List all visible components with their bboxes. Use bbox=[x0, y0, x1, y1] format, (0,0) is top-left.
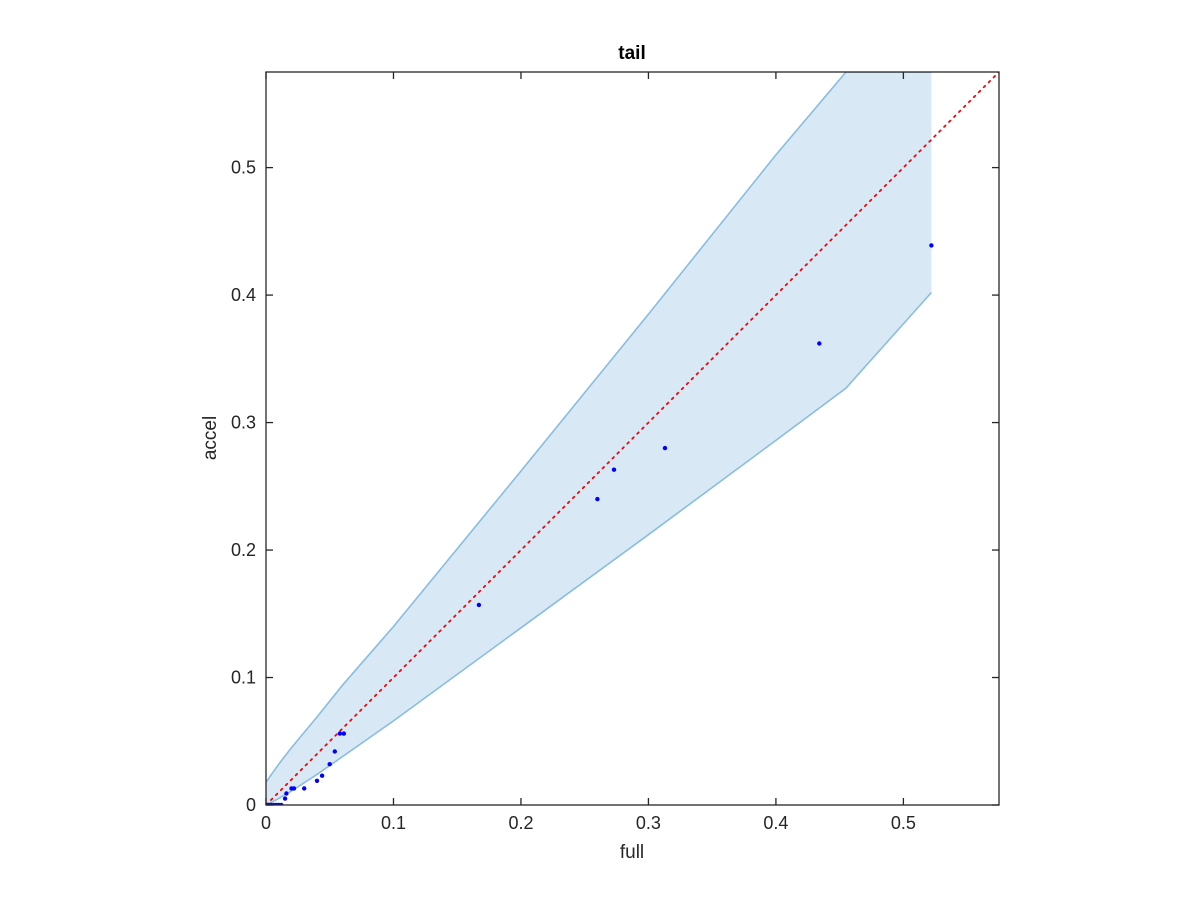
data-point bbox=[611, 467, 617, 472]
y-tick-label: 0 bbox=[246, 795, 256, 815]
data-point bbox=[327, 762, 332, 767]
band-upper-edge bbox=[266, 72, 932, 783]
y-tick-label: 0.4 bbox=[231, 285, 256, 305]
data-point bbox=[319, 773, 325, 778]
x-tick-label: 0.1 bbox=[381, 813, 406, 833]
data-point bbox=[284, 791, 289, 796]
data-point bbox=[476, 602, 482, 608]
x-tick-label: 0.3 bbox=[636, 813, 661, 833]
x-tick-label: 0 bbox=[261, 813, 271, 833]
data-point bbox=[341, 731, 346, 736]
data-point bbox=[291, 786, 297, 791]
reference-line bbox=[266, 72, 999, 805]
data-point bbox=[929, 243, 934, 248]
data-point bbox=[332, 749, 337, 754]
confidence-band bbox=[266, 72, 932, 805]
data-point bbox=[662, 445, 668, 451]
y-tick-label: 0.2 bbox=[231, 540, 256, 560]
data-point bbox=[337, 731, 343, 736]
data-point bbox=[314, 778, 320, 783]
x-tick-label: 0.5 bbox=[891, 813, 916, 833]
data-point bbox=[282, 796, 288, 801]
plot-area: 0 0.1 0.2 0.3 0.4 0.5 0 0.1 0.2 0.3 0.4 0.5 bbox=[231, 71, 1000, 833]
plot-contents bbox=[266, 72, 999, 805]
y-tick-label: 0.5 bbox=[231, 158, 256, 178]
data-point bbox=[302, 786, 307, 791]
chart-title: tail bbox=[618, 43, 645, 64]
x-tick-label: 0.4 bbox=[763, 813, 788, 833]
axes-box bbox=[265, 71, 1000, 806]
x-axis-label: full bbox=[620, 842, 644, 863]
x-tick-label: 0.2 bbox=[508, 813, 533, 833]
data-point bbox=[817, 341, 822, 346]
data-point bbox=[595, 496, 600, 502]
y-tick-label: 0.3 bbox=[231, 413, 256, 433]
y-tick-label: 0.1 bbox=[231, 668, 256, 688]
y-axis-label: accel bbox=[200, 416, 221, 460]
